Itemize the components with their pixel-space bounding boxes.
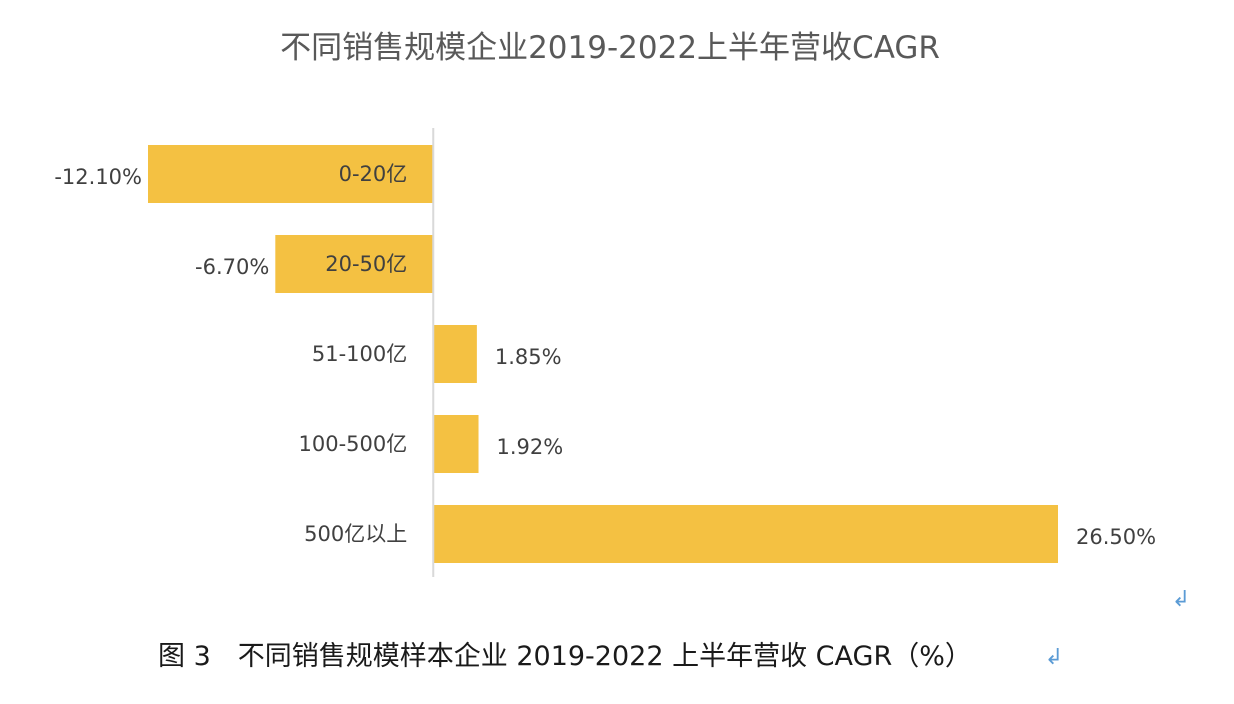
bar-0 bbox=[148, 145, 434, 203]
labels-layer: 0-20亿 -12.10% 20-50亿 -6.70% 51-100亿 1.85% 100-… bbox=[54, 162, 1156, 549]
data-label: 1.92% bbox=[497, 435, 564, 459]
category-label: 500亿以上 bbox=[304, 522, 407, 546]
figure-caption: 图 3 不同销售规模样本企业 2019-2022 上半年营收 CAGR（%） bbox=[158, 641, 972, 672]
category-label: 51-100亿 bbox=[312, 342, 407, 366]
caption-paragraph-mark-icon: ↲ bbox=[1045, 645, 1063, 670]
chart-title: 不同销售规模企业2019-2022上半年营收CAGR bbox=[280, 30, 940, 66]
bar-1 bbox=[275, 235, 434, 293]
category-label: 20-50亿 bbox=[325, 252, 407, 276]
data-label: -6.70% bbox=[195, 255, 269, 279]
data-label: 26.50% bbox=[1076, 525, 1156, 549]
data-label: 1.85% bbox=[495, 345, 562, 369]
category-label: 0-20亿 bbox=[339, 162, 408, 186]
bar-2 bbox=[433, 325, 477, 383]
bar-3 bbox=[433, 415, 479, 473]
data-label: -12.10% bbox=[54, 165, 142, 189]
bar-4 bbox=[433, 505, 1059, 563]
paragraph-mark-icon: ↲ bbox=[1172, 587, 1190, 612]
category-label: 100-500亿 bbox=[299, 432, 408, 456]
bars-layer bbox=[148, 145, 1059, 563]
